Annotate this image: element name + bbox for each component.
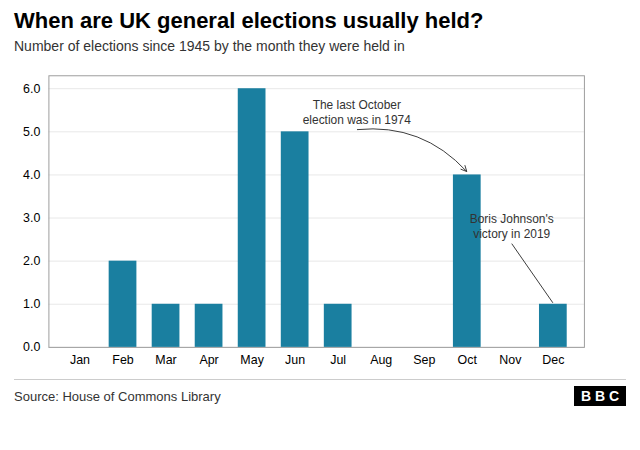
- svg-text:3.0: 3.0: [23, 211, 40, 225]
- svg-text:Mar: Mar: [155, 353, 176, 367]
- svg-text:2.0: 2.0: [23, 254, 40, 268]
- html-text:Source: House of Commons Libra: Source: House of Commons Library: [14, 389, 221, 404]
- svg-text:Boris Johnson'svictory in 2019: Boris Johnson'svictory in 2019: [470, 212, 554, 240]
- html-text:Number of elections since 1945: Number of elections since 1945 by the mo…: [14, 38, 405, 55]
- svg-text:Dec: Dec: [542, 353, 564, 367]
- svg-text:1.0: 1.0: [23, 297, 40, 311]
- svg-text:4.0: 4.0: [23, 168, 40, 182]
- svg-text:May: May: [240, 353, 264, 367]
- svg-text:Feb: Feb: [112, 353, 133, 367]
- svg-text:The last Octoberelection was i: The last Octoberelection was in 1974: [303, 98, 412, 126]
- svg-text:Jun: Jun: [285, 353, 305, 367]
- svg-text:Nov: Nov: [499, 353, 522, 367]
- svg-text:0.0: 0.0: [23, 340, 40, 354]
- html-text:B B C: B B C: [580, 388, 619, 405]
- svg-text:5.0: 5.0: [23, 125, 40, 139]
- svg-text:6.0: 6.0: [23, 82, 40, 96]
- svg-text:Aug: Aug: [370, 353, 392, 367]
- svg-text:Jul: Jul: [330, 353, 346, 367]
- svg-text:Apr: Apr: [199, 353, 218, 367]
- svg-text:Jan: Jan: [70, 353, 90, 367]
- svg-text:Oct: Oct: [458, 353, 478, 367]
- html-text:When are UK general elections: When are UK general elections usually he…: [14, 8, 484, 33]
- svg-text:Sep: Sep: [413, 353, 435, 367]
